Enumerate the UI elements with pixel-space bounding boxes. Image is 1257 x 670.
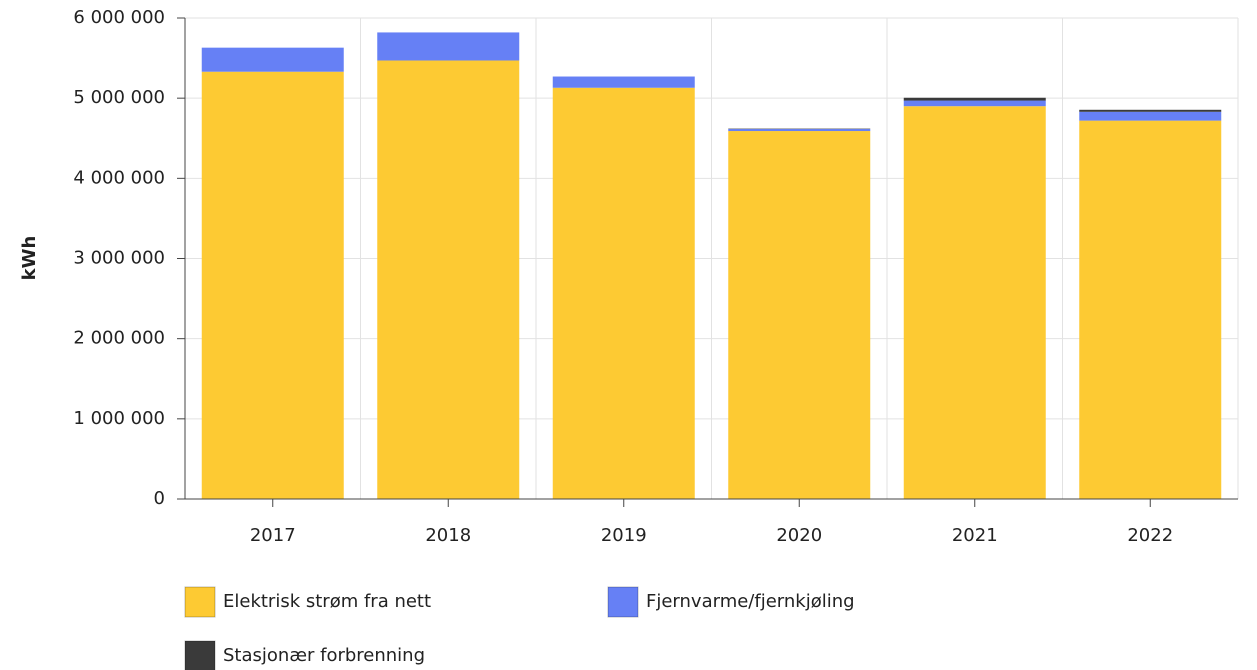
x-tick-label: 2018 bbox=[425, 525, 471, 546]
bar-segment bbox=[552, 76, 695, 88]
x-tick-label: 2019 bbox=[601, 525, 647, 546]
bar-segment bbox=[903, 97, 1046, 101]
legend-swatch bbox=[184, 640, 216, 670]
x-tick-label: 2021 bbox=[952, 525, 998, 546]
x-tick-label: 2020 bbox=[776, 525, 822, 546]
bar-segment bbox=[201, 71, 344, 499]
bar-segment bbox=[1079, 120, 1222, 499]
y-axis-label: kWh bbox=[19, 236, 40, 281]
y-tick-label: 4 000 000 bbox=[73, 167, 165, 188]
legend-swatch bbox=[184, 586, 216, 618]
y-tick-label: 5 000 000 bbox=[73, 87, 165, 108]
legend-label: Elektrisk strøm fra nett bbox=[223, 591, 431, 612]
legend-label: Fjernvarme/fjernkjøling bbox=[646, 591, 855, 612]
x-tick-label: 2017 bbox=[250, 525, 296, 546]
bar-segment bbox=[552, 87, 695, 500]
y-tick-label: 6 000 000 bbox=[73, 7, 165, 28]
y-tick-label: 2 000 000 bbox=[73, 328, 165, 349]
bar-segment bbox=[728, 129, 871, 132]
bar-segment bbox=[728, 131, 871, 499]
bar-segment bbox=[903, 100, 1046, 107]
bar-segment bbox=[1079, 111, 1222, 121]
bar-segment bbox=[377, 32, 520, 61]
bar-segment bbox=[1079, 109, 1222, 112]
legend-label: Stasjonær forbrenning bbox=[223, 645, 425, 666]
y-tick-label: 1 000 000 bbox=[73, 408, 165, 429]
legend-swatch bbox=[607, 586, 639, 618]
y-tick-label: 0 bbox=[154, 488, 165, 509]
y-tick-label: 3 000 000 bbox=[73, 248, 165, 269]
bar-segment bbox=[903, 106, 1046, 499]
bar-segment bbox=[377, 60, 520, 499]
x-tick-label: 2022 bbox=[1127, 525, 1173, 546]
bar-segment bbox=[201, 47, 344, 72]
